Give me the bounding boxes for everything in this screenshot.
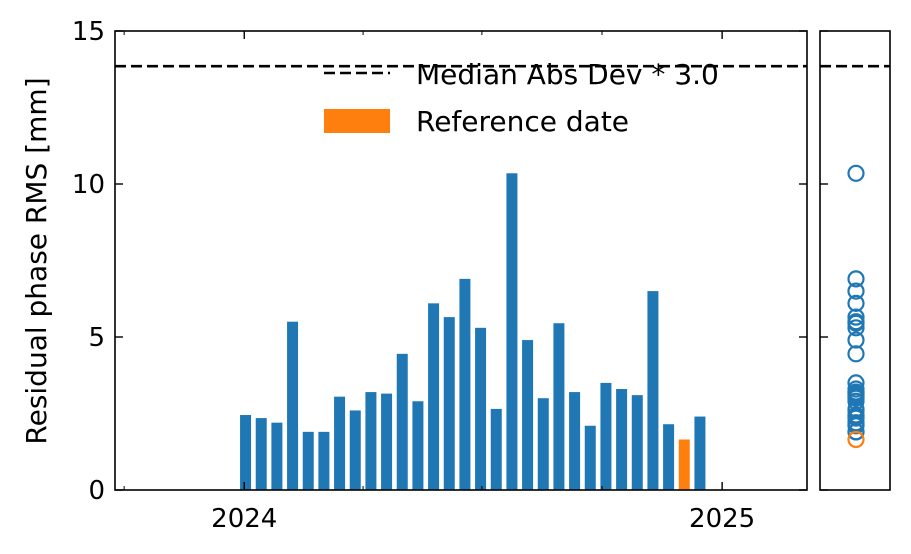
bar [459, 278, 471, 490]
reference-bar [678, 439, 690, 490]
side-point [847, 331, 865, 349]
y-tick-label: 15 [72, 17, 105, 47]
bar [537, 398, 549, 490]
bar [443, 317, 455, 490]
bar [631, 395, 643, 490]
bar [365, 392, 377, 490]
bar [302, 431, 314, 490]
bar [428, 303, 440, 490]
side-reference-point [847, 430, 865, 449]
bar [506, 173, 518, 491]
bar [396, 353, 408, 490]
bar [381, 393, 393, 490]
bar [255, 418, 267, 490]
bar [475, 327, 487, 490]
bar [240, 415, 252, 490]
side-point [847, 407, 865, 426]
bar [271, 422, 283, 490]
bar [694, 416, 706, 490]
bar [584, 425, 596, 490]
side-point [847, 282, 865, 300]
side-point [847, 308, 865, 326]
legend-reference-swatch [324, 109, 390, 133]
bar [412, 401, 424, 490]
side-point [847, 345, 865, 363]
side-point [847, 314, 865, 332]
side-point [847, 386, 865, 404]
side-point [847, 380, 865, 398]
y-tick-label: 0 [88, 476, 105, 506]
bar [663, 424, 675, 490]
bar [490, 408, 502, 490]
side-point [847, 294, 865, 312]
bar [647, 291, 659, 490]
bar [553, 323, 565, 490]
bar [287, 321, 299, 490]
bar [349, 410, 361, 490]
side-point [847, 270, 865, 288]
x-tick-label: 2024 [211, 504, 277, 534]
y-axis-label: Residual phase RMS [mm] [20, 77, 53, 444]
x-tick-label: 2025 [689, 504, 755, 534]
legend-threshold-label: Median Abs Dev * 3.0 [416, 58, 719, 91]
side-point [847, 164, 865, 182]
side-scatter-area [819, 30, 891, 491]
y-tick-label: 5 [88, 323, 105, 353]
side-plot-frame [819, 30, 891, 491]
bar [600, 382, 612, 490]
legend-reference-label: Reference date [416, 105, 629, 138]
bar [569, 392, 581, 490]
side-point [847, 319, 865, 337]
bar [334, 396, 346, 490]
bar [522, 340, 534, 490]
bar [318, 431, 330, 490]
side-point [847, 374, 865, 392]
main-plot-area: 0 5 10 15 2024 2025 Median Abs Dev * 3.0 Refere… [72, 17, 808, 534]
main-plot-frame [114, 30, 808, 491]
y-tick-label: 10 [72, 170, 105, 200]
bar [616, 389, 628, 490]
